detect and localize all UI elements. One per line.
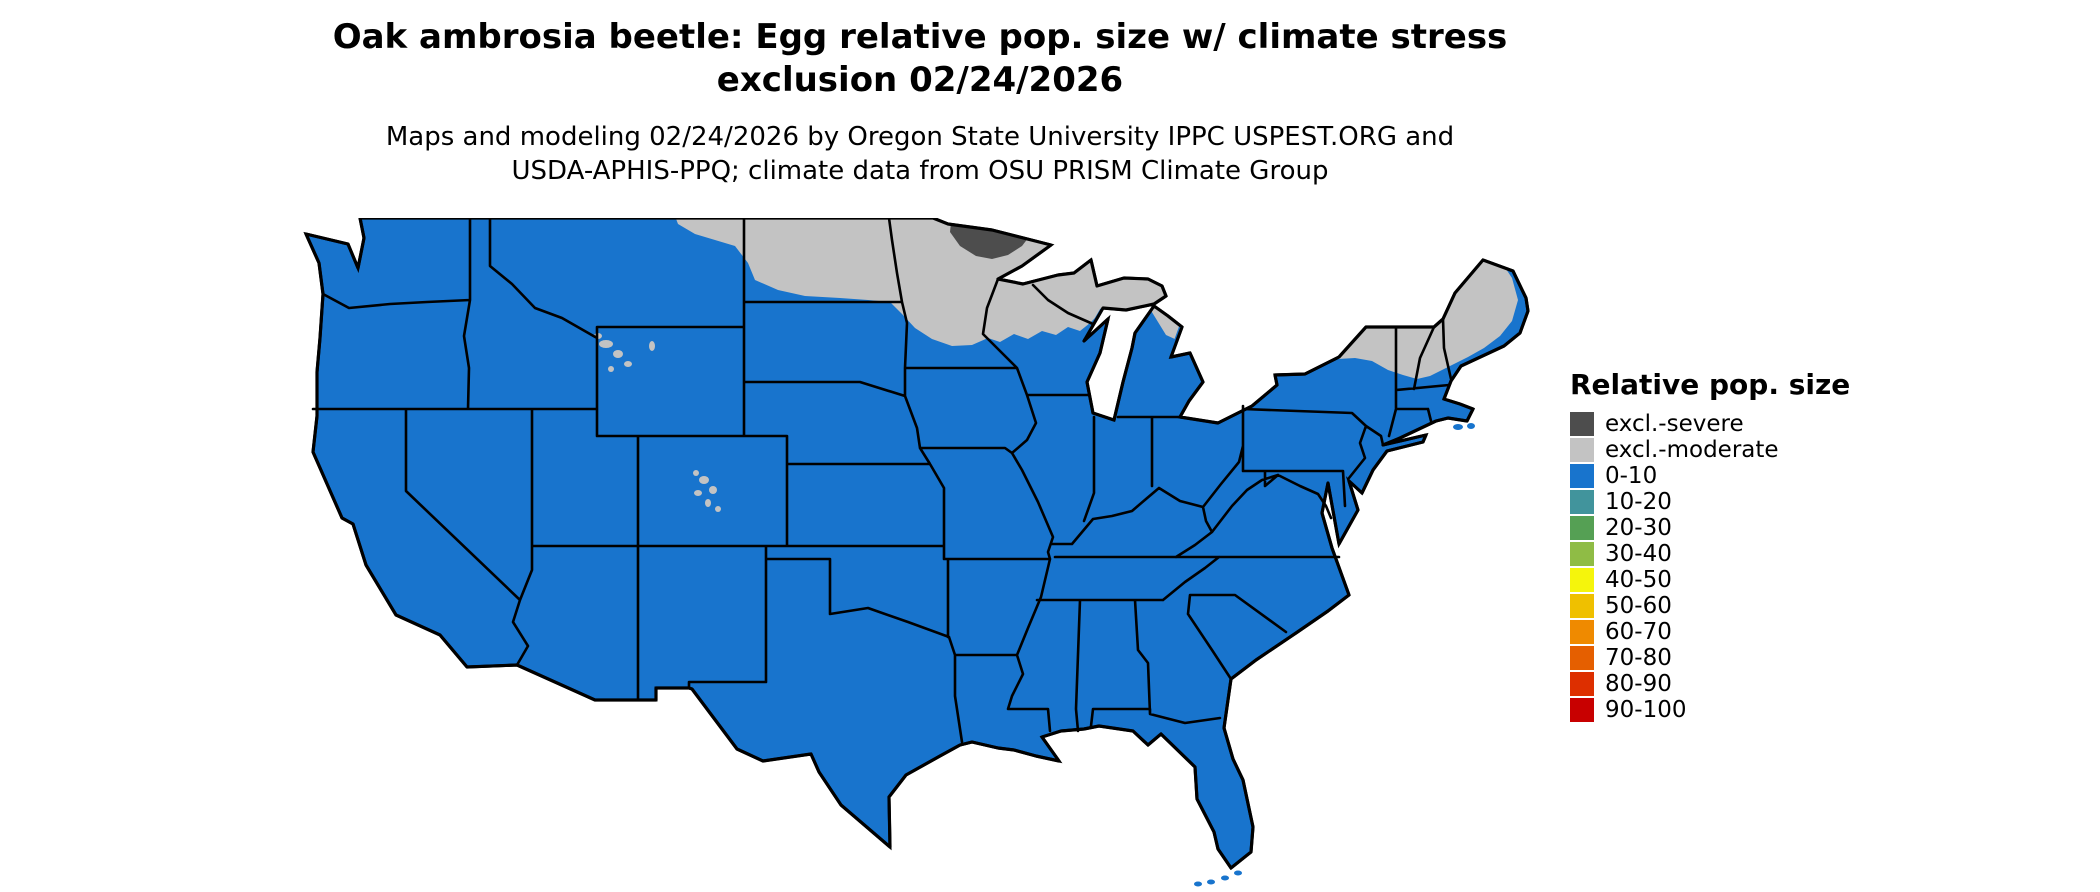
legend-entry-label: 70-80 bbox=[1605, 645, 1672, 671]
legend-swatch bbox=[1570, 438, 1594, 462]
us-outline bbox=[304, 218, 1530, 870]
legend-title: Relative pop. size bbox=[1570, 368, 1851, 401]
exclusion-severe-region-border-lakes bbox=[1036, 218, 1062, 234]
legend-entry-label: 90-100 bbox=[1605, 697, 1687, 723]
legend-entry-label: 10-20 bbox=[1605, 489, 1672, 515]
legend-entry: 60-70 bbox=[1570, 619, 1850, 645]
legend-swatch bbox=[1570, 646, 1594, 670]
state-borders bbox=[311, 218, 1453, 744]
legend-entry: 50-60 bbox=[1570, 593, 1850, 619]
legend-entry: 10-20 bbox=[1570, 489, 1850, 515]
legend-entry: 30-40 bbox=[1570, 541, 1850, 567]
legend-swatch bbox=[1570, 464, 1594, 488]
legend-swatch bbox=[1570, 516, 1594, 540]
legend-entry: 40-50 bbox=[1570, 567, 1850, 593]
legend-swatch bbox=[1570, 568, 1594, 592]
legend-swatch bbox=[1570, 542, 1594, 566]
legend-swatch bbox=[1570, 698, 1594, 722]
legend-entry: excl.-moderate bbox=[1570, 437, 1850, 463]
legend-entry-label: excl.-moderate bbox=[1605, 437, 1779, 463]
florida-keys-dots bbox=[1194, 870, 1242, 887]
page-title: Oak ambrosia beetle: Egg relative pop. s… bbox=[300, 16, 1540, 102]
subtitle-line-2: USDA-APHIS-PPQ; climate data from OSU PR… bbox=[511, 156, 1329, 186]
legend-swatch bbox=[1570, 594, 1594, 618]
legend-entry-label: 20-30 bbox=[1605, 515, 1672, 541]
legend-entry: 90-100 bbox=[1570, 697, 1850, 723]
us-map-svg bbox=[303, 218, 1530, 887]
exclusion-speckles-rockies bbox=[594, 333, 721, 512]
legend-entry: excl.-severe bbox=[1570, 411, 1850, 437]
legend-entry-label: excl.-severe bbox=[1605, 411, 1744, 437]
title-line-1: Oak ambrosia beetle: Egg relative pop. s… bbox=[332, 17, 1508, 57]
legend-entries: excl.-severe excl.-moderate 0-10 10-20 20-30… bbox=[1570, 411, 1850, 723]
legend-entry-label: 50-60 bbox=[1605, 593, 1672, 619]
legend-swatch bbox=[1570, 672, 1594, 696]
legend-entry: 80-90 bbox=[1570, 671, 1850, 697]
northeast-islands-dots bbox=[1453, 423, 1475, 430]
legend-entry-label: 30-40 bbox=[1605, 541, 1672, 567]
legend-entry: 0-10 bbox=[1570, 463, 1850, 489]
legend-entry-label: 80-90 bbox=[1605, 671, 1672, 697]
legend-swatch bbox=[1570, 412, 1594, 436]
title-line-2: exclusion 02/24/2026 bbox=[716, 60, 1124, 100]
conus-map bbox=[300, 218, 1532, 890]
map-legend: Relative pop. size excl.-severe excl.-mod… bbox=[1570, 368, 1850, 723]
subtitle-line-1: Maps and modeling 02/24/2026 by Oregon S… bbox=[385, 122, 1455, 152]
legend-swatch bbox=[1570, 490, 1594, 514]
legend-entry-label: 40-50 bbox=[1605, 567, 1672, 593]
legend-entry: 20-30 bbox=[1570, 515, 1850, 541]
legend-entry-label: 60-70 bbox=[1605, 619, 1672, 645]
legend-swatch bbox=[1570, 620, 1594, 644]
legend-entry: 70-80 bbox=[1570, 645, 1850, 671]
legend-entry-label: 0-10 bbox=[1605, 463, 1658, 489]
figure-subtitle: Maps and modeling 02/24/2026 by Oregon S… bbox=[300, 120, 1540, 188]
